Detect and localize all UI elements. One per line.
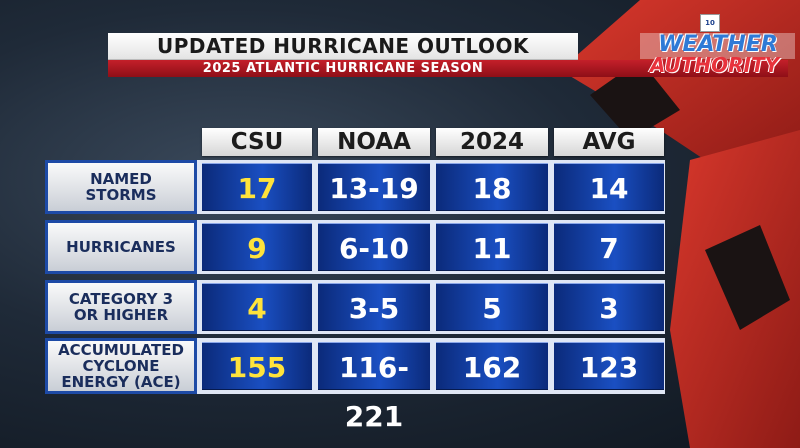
column-header-2024: 2024 bbox=[436, 128, 548, 156]
logo-weather-text: WEATHER bbox=[658, 32, 778, 57]
cell-2024-ace: 162 bbox=[436, 342, 548, 390]
row-label-category-3: CATEGORY 3 OR HIGHER bbox=[45, 280, 197, 334]
row-label-named-storms: NAMED STORMS bbox=[45, 160, 197, 214]
cell-avg-ace: 123 bbox=[554, 342, 664, 390]
cell-avg-category-3: 3 bbox=[554, 283, 664, 331]
cell-2024-named-storms: 18 bbox=[436, 163, 548, 211]
cell-noaa-ace: 116-221 bbox=[318, 342, 430, 433]
logo-backdrop bbox=[640, 33, 795, 59]
row-label-text: HURRICANES bbox=[66, 238, 176, 256]
column-header-avg: AVG bbox=[554, 128, 664, 156]
row-label-text: ACCUMULATED CYCLONE ENERGY (ACE) bbox=[58, 341, 184, 391]
cell-csu-named-storms: 17 bbox=[202, 163, 312, 211]
row-label-ace: ACCUMULATED CYCLONE ENERGY (ACE) bbox=[45, 338, 197, 394]
row-label-hurricanes: HURRICANES bbox=[45, 220, 197, 274]
cell-2024-hurricanes: 11 bbox=[436, 223, 548, 271]
cell-csu-hurricanes: 9 bbox=[202, 223, 312, 271]
column-header-noaa: NOAA bbox=[318, 128, 430, 156]
cell-noaa-named-storms: 13-19 bbox=[318, 163, 430, 211]
station-badge: 10 bbox=[700, 14, 720, 32]
flag-upper bbox=[560, 0, 800, 170]
page-subtitle: 2025 ATLANTIC HURRICANE SEASON bbox=[202, 61, 484, 76]
row-label-text: NAMED STORMS bbox=[85, 170, 157, 204]
cell-csu-category-3: 4 bbox=[202, 283, 312, 331]
cell-noaa-category-3: 3-5 bbox=[318, 283, 430, 331]
page-title: UPDATED HURRICANE OUTLOOK bbox=[157, 34, 529, 58]
column-header-csu: CSU bbox=[202, 128, 312, 156]
subtitle-bar bbox=[108, 60, 788, 77]
cell-avg-named-storms: 14 bbox=[554, 163, 664, 211]
cell-avg-hurricanes: 7 bbox=[554, 223, 664, 271]
cell-noaa-hurricanes: 6-10 bbox=[318, 223, 430, 271]
title-bar bbox=[108, 33, 578, 60]
cell-2024-category-3: 5 bbox=[436, 283, 548, 331]
row-label-text: CATEGORY 3 OR HIGHER bbox=[68, 290, 174, 324]
flag-upper-square bbox=[590, 60, 680, 140]
cell-csu-ace: 155 bbox=[202, 342, 312, 390]
flag-lower-square bbox=[705, 225, 790, 330]
logo-authority-text: AUTHORITY bbox=[649, 53, 780, 77]
